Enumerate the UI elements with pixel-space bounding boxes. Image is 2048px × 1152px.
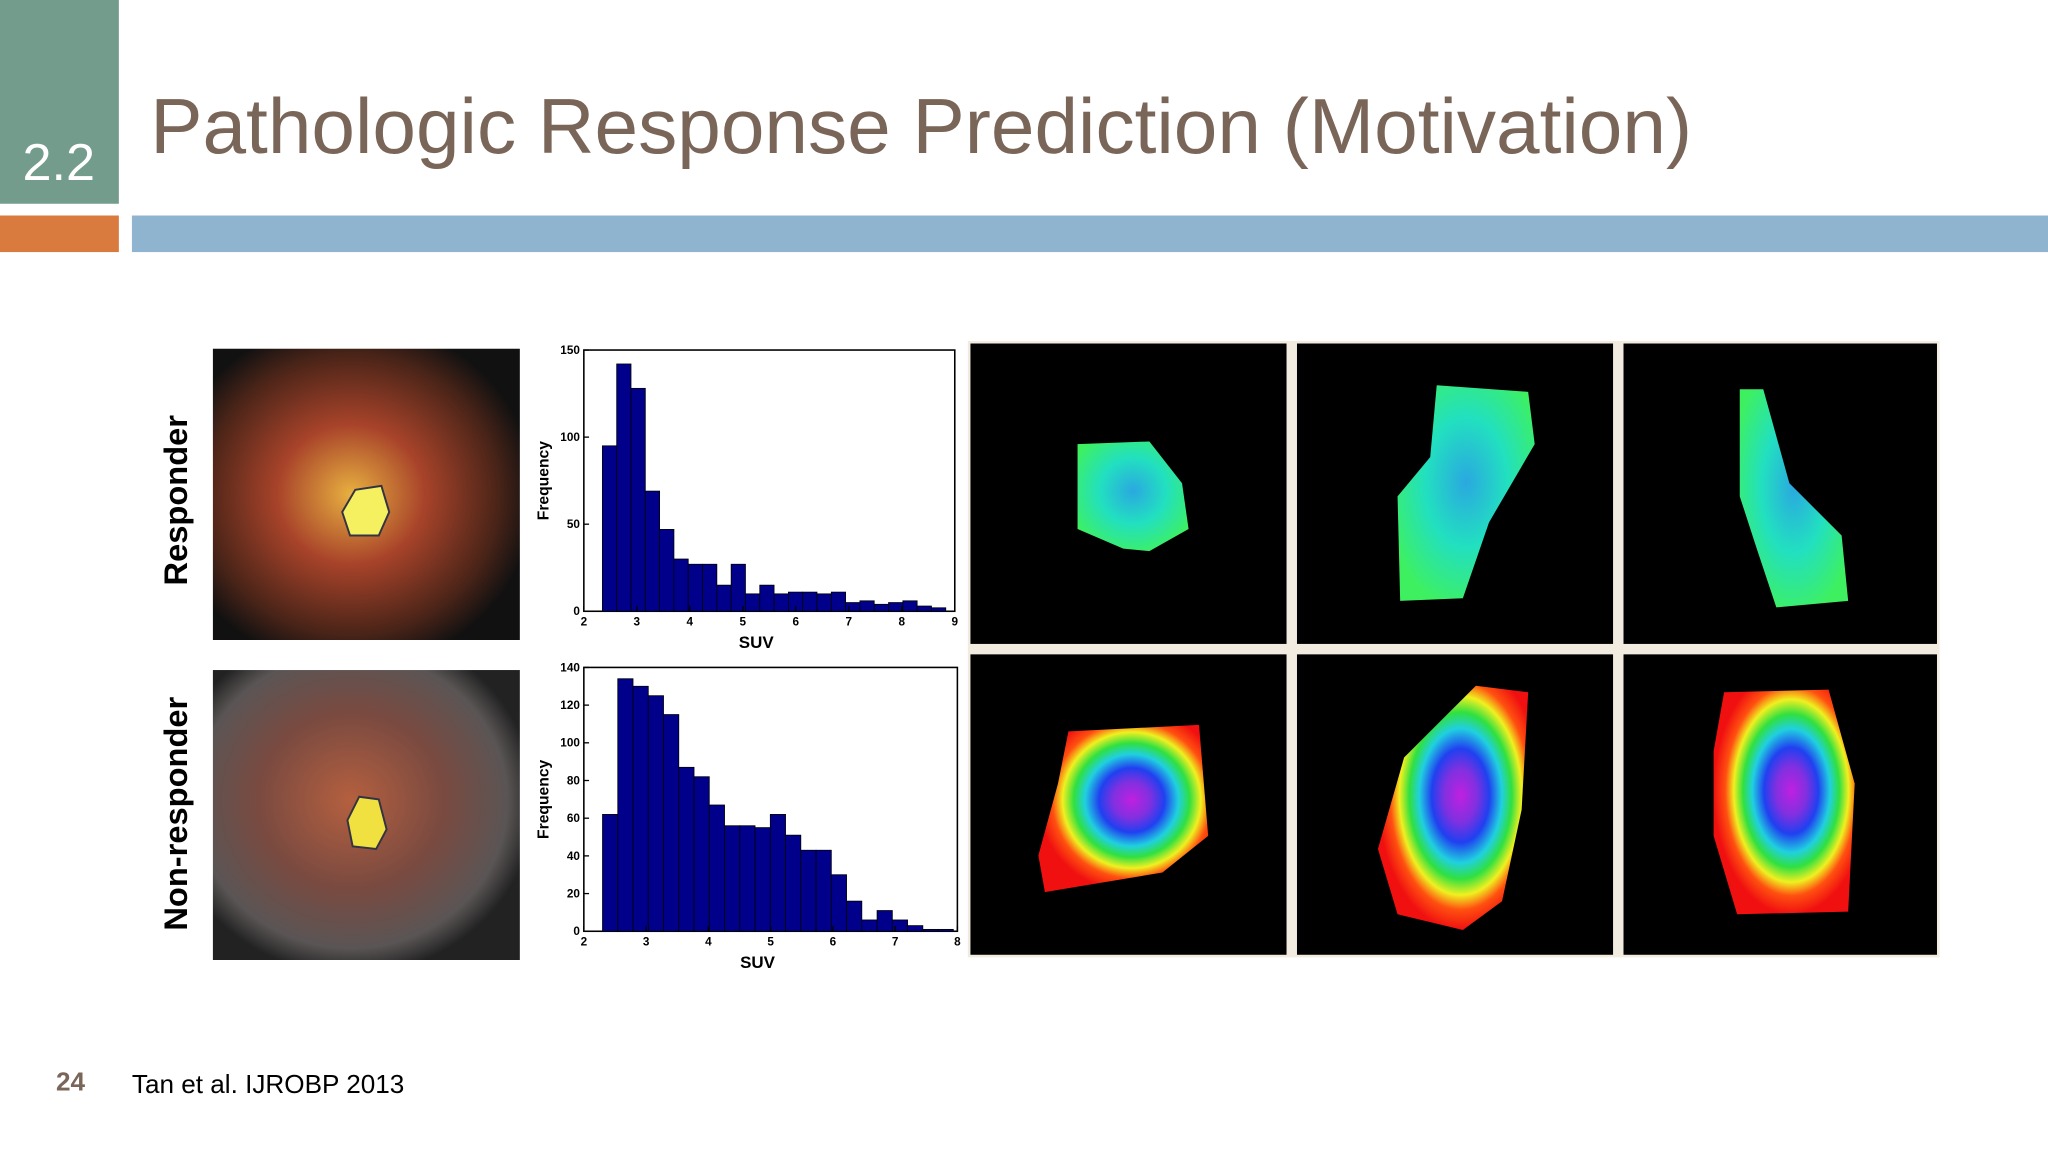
bar xyxy=(845,602,861,612)
y-axis-label: Frequency xyxy=(536,759,553,838)
x-tick-label: 6 xyxy=(793,616,800,629)
accent-bar xyxy=(0,215,119,253)
y-tick-label: 60 xyxy=(567,812,581,825)
x-tick-label: 5 xyxy=(740,616,747,629)
bar xyxy=(830,591,847,612)
x-tick-label: 6 xyxy=(830,936,837,949)
y-tick-label: 0 xyxy=(573,925,580,938)
bar xyxy=(907,925,924,932)
x-tick-label: 8 xyxy=(899,616,906,629)
bar xyxy=(888,602,904,612)
bar xyxy=(785,834,802,932)
bar xyxy=(724,825,741,932)
x-tick-label: 3 xyxy=(643,936,650,949)
y-tick-label: 80 xyxy=(567,774,581,787)
page-number: 24 xyxy=(56,1067,86,1097)
heat-maps xyxy=(967,340,1940,958)
x-axis-label: SUV xyxy=(739,633,775,652)
pet-scan xyxy=(212,348,520,640)
bar xyxy=(644,490,661,612)
bar xyxy=(815,849,832,932)
y-tick-label: 120 xyxy=(560,699,580,712)
bar xyxy=(630,387,646,612)
bar xyxy=(632,685,649,932)
bar xyxy=(687,563,703,612)
bar xyxy=(902,600,918,612)
y-axis-label: Frequency xyxy=(536,441,553,520)
bar xyxy=(702,563,718,612)
bar xyxy=(816,593,832,612)
y-tick-label: 140 xyxy=(560,661,580,674)
bar xyxy=(678,766,695,932)
bar xyxy=(659,529,675,612)
bar xyxy=(773,593,789,612)
bar xyxy=(754,827,771,932)
bar xyxy=(739,825,756,932)
bar xyxy=(769,814,786,932)
bar xyxy=(716,584,732,612)
header-bar xyxy=(131,215,2048,253)
bar xyxy=(673,558,689,612)
bar xyxy=(846,900,863,932)
slide-title: Pathologic Response Prediction (Motivati… xyxy=(150,82,1692,170)
y-tick-label: 150 xyxy=(560,344,580,357)
y-tick-label: 20 xyxy=(567,887,581,900)
bar xyxy=(708,804,725,932)
bar xyxy=(759,584,775,612)
bar xyxy=(647,695,664,932)
section-number: 2.2 xyxy=(22,134,95,192)
bar xyxy=(922,928,939,932)
y-tick-label: 0 xyxy=(573,605,580,618)
x-tick-label: 4 xyxy=(705,936,712,949)
citation: Tan et al. IJROBP 2013 xyxy=(132,1069,404,1099)
x-tick-label: 3 xyxy=(634,616,641,629)
bar xyxy=(931,607,947,612)
bar xyxy=(745,593,761,612)
bar xyxy=(861,919,878,932)
bar xyxy=(693,776,710,932)
x-tick-label: 2 xyxy=(581,616,588,629)
row-label: Responder xyxy=(157,415,194,586)
bar xyxy=(830,874,847,932)
x-tick-label: 8 xyxy=(954,936,961,949)
bar xyxy=(730,563,746,612)
bar xyxy=(873,603,889,612)
y-tick-label: 50 xyxy=(567,518,581,531)
x-tick-label: 9 xyxy=(952,616,959,629)
x-tick-label: 7 xyxy=(892,936,899,949)
bar xyxy=(616,363,632,612)
bar xyxy=(617,678,634,932)
bar xyxy=(876,910,893,932)
bar xyxy=(802,591,818,612)
y-tick-label: 100 xyxy=(560,431,580,444)
bar xyxy=(800,849,817,932)
bar xyxy=(859,600,875,612)
section-box xyxy=(0,0,119,204)
x-axis-label: SUV xyxy=(740,953,776,972)
x-tick-label: 5 xyxy=(767,936,774,949)
x-tick-label: 2 xyxy=(581,936,588,949)
x-tick-label: 4 xyxy=(687,616,694,629)
y-tick-label: 100 xyxy=(560,737,580,750)
pet-scan xyxy=(212,670,520,960)
row-label: Non-responder xyxy=(157,696,194,930)
bar xyxy=(601,445,618,612)
bar xyxy=(937,928,954,932)
bar xyxy=(916,605,932,612)
bar xyxy=(602,814,619,932)
bar xyxy=(663,714,680,932)
y-tick-label: 40 xyxy=(567,850,581,863)
x-tick-label: 7 xyxy=(846,616,853,629)
